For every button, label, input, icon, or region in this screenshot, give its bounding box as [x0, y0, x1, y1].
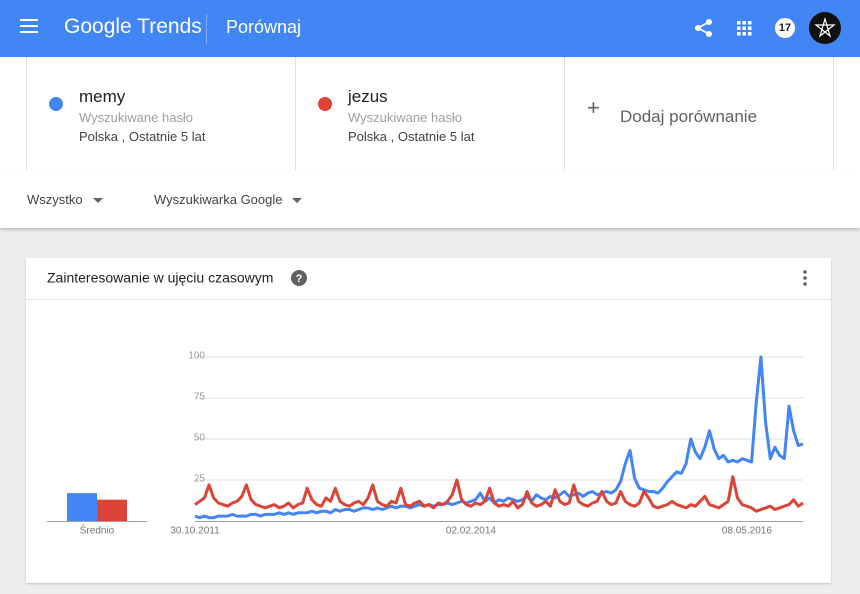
- filter-label: Wszystko: [27, 192, 83, 207]
- avatar[interactable]: [809, 12, 841, 44]
- x-tick-label: 02.02.2014: [446, 526, 496, 537]
- add-comparison[interactable]: + Dodaj porównanie: [565, 57, 834, 170]
- term-name: memy: [79, 87, 126, 106]
- term-scope: Polska , Ostatnie 5 lat: [348, 129, 475, 144]
- chart-card: Zainteresowanie w ujęciu czasowym ? 25 50…: [26, 258, 831, 583]
- series-line: [194, 355, 804, 520]
- help-icon[interactable]: ?: [291, 270, 307, 286]
- caret: [292, 198, 303, 204]
- caret: [92, 198, 103, 204]
- average-bar: [97, 499, 127, 521]
- svg-text:?: ?: [296, 273, 303, 285]
- divider: [206, 14, 207, 44]
- term-dot: [49, 97, 63, 111]
- menu-button[interactable]: [20, 19, 38, 33]
- apps-button[interactable]: [737, 21, 752, 36]
- series-line: [194, 475, 804, 513]
- app-header: Google Trends Porównaj 17: [0, 0, 860, 57]
- filter-bar: Wszystko Wyszukiwarka Google: [0, 171, 860, 228]
- page-title: Porównaj: [226, 17, 302, 37]
- filter-dropdown[interactable]: Wszystko: [27, 192, 103, 207]
- add-comparison-label: Dodaj porównanie: [620, 107, 758, 126]
- share-button[interactable]: [694, 18, 714, 38]
- spacer: [0, 57, 27, 170]
- y-tick-label: 100: [188, 351, 205, 362]
- term-dot: [318, 97, 332, 111]
- term-name: jezus: [348, 87, 388, 106]
- y-tick-label: 75: [194, 392, 206, 403]
- average-label: Średnio: [80, 524, 115, 537]
- y-tick-label: 25: [194, 474, 206, 485]
- term-scope: Polska , Ostatnie 5 lat: [79, 129, 206, 144]
- filter-dropdown[interactable]: Wyszukiwarka Google: [154, 192, 303, 207]
- term-card[interactable]: memy Wyszukiwane hasło Polska , Ostatnie…: [27, 57, 296, 170]
- logo[interactable]: Google Trends: [64, 15, 202, 38]
- term-card[interactable]: jezus Wyszukiwane hasło Polska , Ostatni…: [296, 57, 565, 170]
- notifications-badge[interactable]: 17: [775, 18, 795, 38]
- x-tick-label: 08.05.2016: [722, 526, 772, 537]
- chart: Zainteresowanie w ujęciu czasowym ? 25 50…: [26, 270, 831, 537]
- filter-label: Wyszukiwarka Google: [154, 192, 283, 207]
- term-type: Wyszukiwane hasło: [79, 110, 194, 125]
- x-tick-label: 30.10.2011: [170, 526, 220, 537]
- term-type: Wyszukiwane hasło: [348, 110, 463, 125]
- more-menu[interactable]: [803, 270, 807, 286]
- plus-icon: +: [587, 95, 600, 120]
- terms-bar: memy Wyszukiwane hasło Polska , Ostatnie…: [0, 57, 860, 172]
- average-bar: [67, 493, 97, 521]
- y-tick-label: 50: [194, 433, 206, 444]
- chart-title: Zainteresowanie w ujęciu czasowym: [47, 270, 273, 286]
